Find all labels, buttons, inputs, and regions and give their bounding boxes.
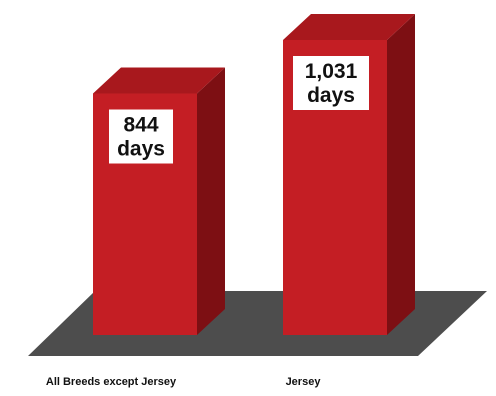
value-label-unit: days	[117, 138, 165, 161]
bar-top	[93, 67, 225, 94]
value-label-box	[109, 109, 173, 164]
value-label-number: 844	[123, 114, 158, 137]
category-labels-group: All Breeds except Jersey Jersey	[46, 376, 321, 388]
value-label-box	[293, 56, 369, 110]
category-label: Jersey	[286, 376, 322, 388]
value-label-number: 1,031	[305, 60, 358, 83]
category-label: All Breeds except Jersey	[46, 376, 177, 388]
bar-side	[197, 67, 225, 336]
bar-top	[283, 14, 415, 40]
value-label-unit: days	[307, 84, 355, 107]
bar-side	[387, 14, 415, 335]
